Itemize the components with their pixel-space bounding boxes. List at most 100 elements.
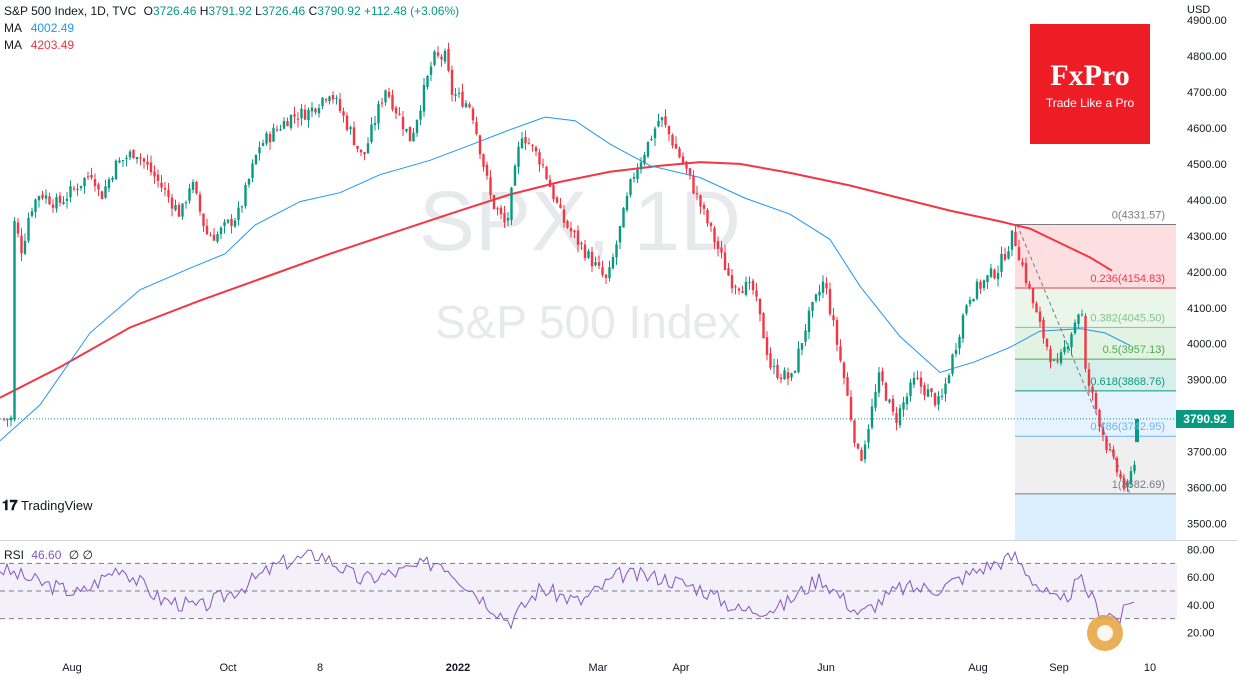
- cngold-inner-icon: [1097, 625, 1113, 641]
- candle-body: [937, 396, 940, 405]
- low-label: L: [255, 4, 262, 18]
- candle-body: [832, 315, 835, 321]
- candle-body: [520, 138, 524, 148]
- fxpro-logo: FxPro Trade Like a Pro: [1030, 24, 1150, 144]
- candle-body: [632, 176, 636, 179]
- candle-body: [1098, 409, 1101, 427]
- candle-body: [541, 164, 545, 166]
- rsi-legend[interactable]: RSI 46.60 ∅ ∅: [4, 548, 93, 562]
- candle-body: [380, 102, 384, 104]
- time-axis[interactable]: Aug Oct 8 2022 Mar Apr Jun Aug Sep 10: [62, 662, 1156, 674]
- candle-body: [534, 147, 538, 152]
- candle-body: [863, 444, 867, 460]
- candle-body: [1017, 247, 1021, 261]
- candle-body: [230, 218, 233, 226]
- candle-body: [870, 406, 874, 428]
- candle-body: [667, 126, 671, 135]
- candle-body: [881, 371, 884, 382]
- candle-body: [282, 121, 286, 129]
- candle-body: [783, 370, 786, 380]
- candle-body: [342, 111, 345, 116]
- fib-zone: [1015, 327, 1176, 360]
- candle-body: [807, 310, 811, 333]
- candle-body: [699, 195, 702, 207]
- candle-body: [261, 143, 265, 146]
- candle-body: [363, 152, 366, 155]
- candle-body: [772, 365, 776, 367]
- candle-body: [391, 94, 394, 110]
- rsi-axis[interactable]: 80.00 60.00 40.00 20.00: [1187, 545, 1215, 640]
- candle-body: [83, 177, 86, 187]
- candle-body: [254, 154, 258, 165]
- candle-body: [16, 222, 20, 234]
- candle-body: [930, 388, 933, 393]
- candle-body: [965, 305, 968, 314]
- candle-body: [503, 213, 506, 223]
- candle-body: [695, 193, 699, 195]
- rsi-value: 46.60: [31, 548, 62, 562]
- price-axis[interactable]: USD 4900.00 4800.00 4700.00 4600.00 4500.00 4…: [1187, 4, 1227, 531]
- candle-body: [608, 267, 611, 279]
- candle-body: [1028, 283, 1031, 288]
- candle-body: [489, 177, 492, 196]
- candle-body: [160, 182, 163, 188]
- candle-body: [818, 291, 821, 296]
- candle-body: [727, 268, 730, 276]
- symbol-legend[interactable]: S&P 500 Index, 1D, TVC O3726.46 H3791.92…: [4, 3, 459, 54]
- candle-body: [601, 267, 604, 275]
- candle-body: [6, 419, 9, 421]
- candle-body: [1073, 322, 1077, 334]
- candle-body: [412, 132, 415, 141]
- moving-average-200: [0, 161, 1113, 399]
- candle-body: [345, 115, 349, 130]
- candle-body: [744, 281, 748, 295]
- candle-body: [748, 282, 751, 284]
- candle-body: [433, 51, 436, 65]
- candle-body: [646, 141, 650, 157]
- ma1-value: 4002.49: [30, 21, 75, 35]
- ma2-value: 4203.49: [30, 38, 75, 52]
- time-tick-label: 10: [1144, 662, 1156, 674]
- candle-body: [604, 274, 608, 278]
- candle-body: [538, 152, 541, 165]
- fibonacci-retracement[interactable]: [1015, 223, 1176, 540]
- candle-body: [688, 168, 692, 175]
- candle-body: [457, 92, 461, 94]
- candle-body: [65, 198, 69, 201]
- candle-body: [671, 134, 674, 146]
- candle-body: [548, 179, 552, 187]
- candle-body: [706, 209, 709, 224]
- rsi-tick-label: 60.00: [1187, 572, 1215, 584]
- price-tick-label: 4000.00: [1187, 339, 1227, 351]
- candle-body: [436, 52, 440, 56]
- candle-body: [23, 240, 27, 254]
- candle-body: [982, 280, 986, 289]
- candle-body: [321, 97, 324, 107]
- tradingview-logo[interactable]: 𝟏𝟕 TradingView: [2, 497, 93, 514]
- candle-body: [629, 179, 632, 195]
- candle-body: [1059, 352, 1063, 364]
- ma2-row[interactable]: MA 4203.49: [4, 37, 459, 54]
- candle-body: [331, 95, 335, 100]
- candle-body: [681, 156, 685, 164]
- price-tick-label: 4700.00: [1187, 87, 1227, 99]
- candle-body: [776, 364, 779, 379]
- candle-body: [128, 151, 132, 158]
- ma1-row[interactable]: MA 4002.49: [4, 20, 459, 37]
- last-candle-body: [1135, 418, 1139, 443]
- candle-body: [244, 184, 247, 206]
- candle-body: [482, 154, 485, 167]
- candle-body: [1024, 263, 1028, 283]
- candle-body: [975, 281, 979, 299]
- candle-body: [279, 129, 282, 131]
- candle-body: [2, 418, 6, 420]
- candle-body: [986, 275, 989, 283]
- candle-body: [842, 362, 846, 378]
- candle-body: [1007, 251, 1010, 259]
- symbol-title[interactable]: S&P 500 Index, 1D, TVC: [4, 4, 137, 18]
- candle-body: [370, 124, 373, 142]
- candle-body: [912, 377, 916, 385]
- candle-body: [940, 395, 944, 397]
- candle-body: [356, 145, 359, 149]
